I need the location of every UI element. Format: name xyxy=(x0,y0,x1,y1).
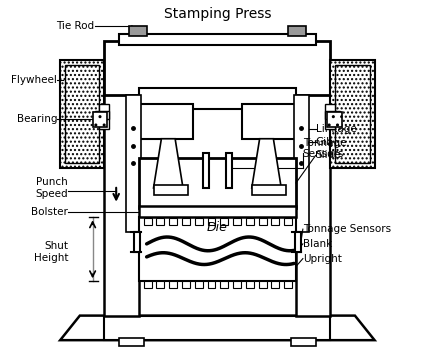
Bar xyxy=(271,281,279,288)
Text: Upright: Upright xyxy=(303,254,342,264)
Bar xyxy=(296,90,330,315)
Bar xyxy=(252,185,286,195)
Bar xyxy=(220,218,228,225)
Bar xyxy=(226,154,232,188)
Bar xyxy=(208,218,215,225)
Text: Punch
Speed: Punch Speed xyxy=(35,177,68,199)
Bar xyxy=(195,281,203,288)
Polygon shape xyxy=(154,139,183,188)
Bar xyxy=(242,105,296,139)
Text: Shut
Height: Shut Height xyxy=(34,241,68,262)
Bar xyxy=(129,26,147,36)
Bar xyxy=(288,26,306,36)
Text: Tonnage Sensors: Tonnage Sensors xyxy=(303,224,391,234)
Bar xyxy=(195,218,203,225)
Bar xyxy=(119,338,144,346)
Text: Flywheel: Flywheel xyxy=(11,75,57,85)
Polygon shape xyxy=(60,315,375,340)
Bar xyxy=(246,281,254,288)
Bar xyxy=(233,281,241,288)
Text: Gib: Gib xyxy=(316,137,333,147)
Bar xyxy=(294,94,309,232)
Bar xyxy=(335,65,370,163)
Bar xyxy=(139,88,296,109)
Bar xyxy=(182,281,190,288)
Bar xyxy=(99,105,109,129)
Bar xyxy=(157,218,164,225)
Bar xyxy=(119,34,316,45)
Bar xyxy=(182,218,190,225)
Bar xyxy=(134,232,140,252)
Text: Bearing: Bearing xyxy=(17,114,57,124)
Bar xyxy=(139,158,296,208)
Text: Tonnage
Sensors: Tonnage Sensors xyxy=(303,138,346,159)
Bar xyxy=(169,218,177,225)
Bar xyxy=(95,111,109,119)
Bar xyxy=(139,217,296,281)
Bar xyxy=(326,111,340,119)
Bar xyxy=(220,281,228,288)
Bar xyxy=(327,112,342,127)
Bar xyxy=(233,218,241,225)
Text: Blank: Blank xyxy=(303,239,332,249)
Bar xyxy=(144,218,151,225)
Bar xyxy=(139,105,193,139)
Bar xyxy=(208,281,215,288)
Bar xyxy=(60,60,104,168)
Bar xyxy=(258,281,267,288)
Bar xyxy=(284,281,292,288)
Bar xyxy=(246,218,254,225)
Bar xyxy=(203,154,209,188)
Text: Linkage: Linkage xyxy=(316,124,356,134)
Text: Slide: Slide xyxy=(316,151,341,160)
Bar xyxy=(104,41,330,94)
Text: Bolster: Bolster xyxy=(31,207,68,217)
Bar xyxy=(169,281,177,288)
Bar xyxy=(330,60,375,168)
Bar xyxy=(295,232,301,252)
Bar xyxy=(291,338,316,346)
Bar xyxy=(326,105,335,129)
Bar xyxy=(157,281,164,288)
Bar xyxy=(154,185,188,195)
Bar xyxy=(104,315,330,340)
Bar xyxy=(65,65,99,163)
Text: Tie Rod: Tie Rod xyxy=(56,21,95,31)
Text: Die: Die xyxy=(207,221,228,234)
Polygon shape xyxy=(252,139,281,188)
Bar xyxy=(144,281,151,288)
Text: Stamping Press: Stamping Press xyxy=(164,7,271,21)
Bar xyxy=(284,218,292,225)
Bar xyxy=(92,112,108,127)
Bar xyxy=(104,90,139,315)
Bar xyxy=(271,218,279,225)
Bar xyxy=(126,94,141,232)
Bar xyxy=(139,205,296,217)
Bar xyxy=(258,218,267,225)
